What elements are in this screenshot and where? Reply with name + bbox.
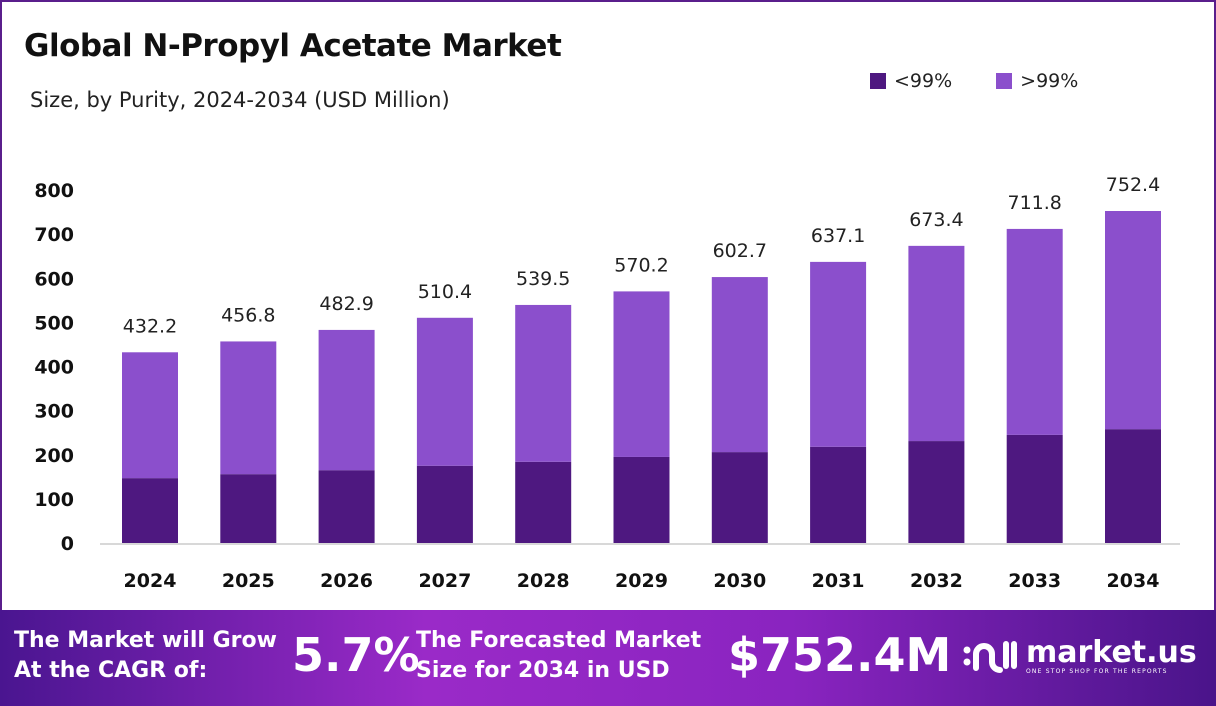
y-tick-label: 300: [34, 401, 74, 423]
data-label: 570.2: [614, 254, 668, 276]
x-tick-label: 2033: [1008, 570, 1061, 592]
bar-segment: [416, 465, 473, 543]
x-tick-label: 2031: [812, 570, 865, 592]
bar-segment: [122, 352, 178, 479]
bar-segment: [318, 329, 375, 471]
x-tick-label: 2024: [124, 570, 177, 592]
bar-segment: [613, 456, 670, 543]
y-tick-label: 0: [61, 533, 74, 555]
legend: <99% >99%: [870, 70, 1078, 92]
legend-swatch: [996, 73, 1013, 89]
x-tick-label: 2026: [320, 570, 373, 592]
legend-label: <99%: [894, 70, 953, 92]
bar-segment: [1105, 211, 1161, 430]
y-tick-label: 700: [34, 224, 74, 246]
bar-segment: [122, 478, 178, 543]
chart-subtitle: Size, by Purity, 2024-2034 (USD Million): [30, 88, 450, 112]
data-label: 637.1: [811, 225, 865, 247]
y-tick-label: 400: [34, 357, 74, 379]
legend-item-high: >99%: [996, 70, 1078, 92]
data-label: 456.8: [221, 304, 275, 326]
forecast-label: The Forecasted Market Size for 2034 in US…: [416, 628, 702, 683]
bar-segment: [613, 291, 670, 457]
cagr-value: 5.7%: [292, 628, 420, 682]
bar-segment: [711, 452, 768, 543]
chart-title: Global N-Propyl Acetate Market: [24, 28, 562, 64]
x-tick-label: 2029: [615, 570, 668, 592]
data-label: 510.4: [418, 281, 472, 303]
logo-name: market.us: [1026, 634, 1197, 670]
x-tick-label: 2027: [418, 570, 471, 592]
data-label: 711.8: [1007, 192, 1061, 214]
bar-segment: [220, 341, 277, 475]
bar-segment: [810, 446, 867, 543]
data-label: 673.4: [909, 209, 963, 231]
y-tick-label: 100: [34, 489, 74, 511]
bar-segment: [1105, 429, 1161, 543]
bar-segment: [908, 245, 965, 442]
bar-segment: [515, 304, 572, 462]
bar-segment: [515, 461, 572, 543]
forecast-value: $752.4M: [728, 628, 952, 682]
summary-banner: The Market will Grow At the CAGR of: 5.7%…: [0, 610, 1216, 706]
market-us-logo: market.us ONE STOP SHOP FOR THE REPORTS: [962, 634, 1197, 678]
data-label: 539.5: [516, 268, 570, 290]
y-tick-label: 500: [34, 312, 74, 334]
x-tick-label: 2034: [1107, 570, 1160, 592]
bar-segment: [711, 277, 768, 453]
bar-segment: [416, 317, 473, 466]
bar-segment: [908, 441, 965, 543]
x-tick-label: 2028: [517, 570, 570, 592]
bar-segment: [810, 261, 867, 447]
logo-tagline: ONE STOP SHOP FOR THE REPORTS: [1026, 667, 1168, 675]
cagr-label: The Market will Grow At the CAGR of:: [14, 628, 277, 683]
data-label: 602.7: [713, 240, 767, 262]
y-tick-label: 800: [34, 180, 74, 202]
bar-segment: [318, 470, 375, 543]
data-label: 752.4: [1106, 174, 1160, 196]
bar-segment: [220, 474, 277, 543]
legend-label: >99%: [1020, 70, 1079, 92]
bar-segment: [1006, 434, 1063, 543]
x-tick-label: 2032: [910, 570, 963, 592]
logo-icon: [963, 641, 1017, 673]
data-label: 482.9: [319, 293, 373, 315]
bar-segment: [1006, 228, 1063, 435]
legend-item-low: <99%: [870, 70, 952, 92]
data-label: 432.2: [123, 315, 177, 337]
x-tick-label: 2030: [713, 570, 766, 592]
bar-chart: 0 100 200 300 400 500 600 700 800 432.2 2024 456.8 2…: [34, 174, 1180, 592]
y-tick-label: 600: [34, 268, 74, 290]
legend-swatch: [870, 73, 886, 89]
x-tick-label: 2025: [222, 570, 275, 592]
y-tick-label: 200: [34, 445, 74, 467]
